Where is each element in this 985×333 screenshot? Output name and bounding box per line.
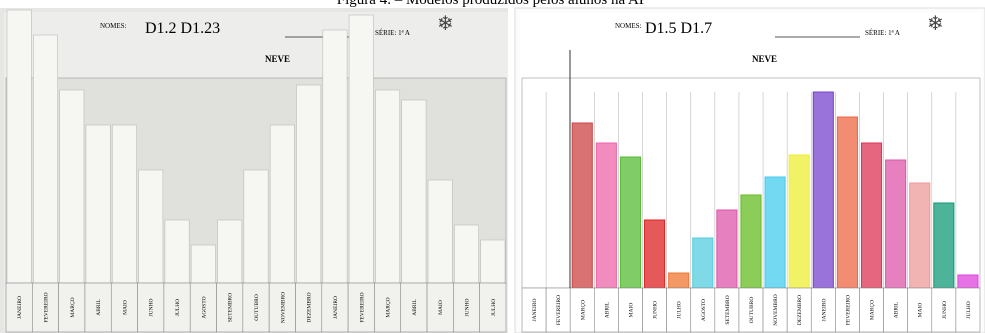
colored-bar	[910, 183, 930, 288]
colored-bar	[717, 210, 737, 288]
month-label: NOVEMBRO	[773, 294, 779, 326]
month-label: DEZEMBRO	[797, 295, 803, 325]
colored-bar	[886, 160, 906, 288]
month-label: JULHO	[491, 299, 497, 316]
colored-bar	[765, 177, 785, 288]
month-label: MARÇO	[70, 297, 76, 317]
title: NEVE	[265, 54, 290, 64]
month-label: AGOSTO	[701, 299, 707, 321]
series-label: SÉRIE: 1ª A	[375, 29, 410, 37]
paper-strip	[349, 15, 373, 283]
month-label: JANEIRO	[532, 299, 538, 322]
paper-strip	[165, 220, 189, 283]
month-label: ABRIL	[604, 301, 610, 318]
month-label: FEVEREIRO	[556, 295, 562, 325]
caption: Figura 4. – Modelos produzidos pelos alu…	[337, 0, 647, 8]
month-label: OUTUBRO	[254, 294, 260, 321]
month-label: MARÇO	[580, 300, 586, 320]
month-label: MARÇO	[870, 300, 876, 320]
month-label: JANEIRO	[17, 296, 23, 319]
month-label: ABRIL	[96, 299, 102, 316]
names-label: NOMES:	[615, 22, 642, 30]
month-label: JULHO	[677, 301, 683, 318]
month-label: JUNHO	[149, 298, 155, 316]
colored-bar	[669, 273, 689, 288]
paper-strip	[481, 240, 505, 283]
month-label: JANEIRO	[333, 296, 339, 319]
month-label: JUNHO	[653, 301, 659, 319]
colored-bar	[958, 275, 978, 288]
paper-strip	[218, 220, 242, 283]
month-label: FEVEREIRO	[43, 292, 49, 322]
month-label: SETEMBRO	[228, 293, 234, 322]
colored-bar	[789, 155, 809, 288]
month-label: OUTUBRO	[749, 297, 755, 324]
colored-bar	[645, 220, 665, 288]
month-label: AGOSTO	[201, 296, 207, 318]
month-label: FEVEREIRO	[359, 292, 365, 322]
month-label: JANEIRO	[821, 299, 827, 322]
colored-bar	[620, 157, 640, 288]
month-label: JULHO	[966, 301, 972, 318]
colored-bar	[572, 123, 592, 288]
month-label: ABRIL	[894, 301, 900, 318]
figure: Figura 4. – Modelos produzidos pelos alu…	[0, 0, 985, 333]
colored-bar	[741, 195, 761, 288]
names-label: NOMES:	[100, 22, 127, 30]
paper-strip	[402, 100, 426, 283]
paper-strip	[296, 85, 320, 283]
colored-bar	[813, 92, 833, 288]
month-label: MAIO	[918, 303, 924, 318]
snowflake: ❄	[437, 13, 454, 35]
month-label: DEZEMBRO	[307, 292, 313, 322]
month-label: MARÇO	[386, 297, 392, 317]
series-label: SÉRIE: 1ª A	[865, 29, 900, 37]
paper-strip	[244, 170, 268, 283]
paper-strip	[112, 125, 136, 283]
names: D1.2 D1.23	[145, 20, 220, 37]
paper-strip	[375, 90, 399, 283]
snowflake: ❄	[927, 13, 944, 35]
paper-strip	[139, 170, 163, 283]
colored-bar	[596, 143, 616, 288]
month-label: MAIO	[122, 300, 128, 315]
month-label: MAIO	[438, 300, 444, 315]
paper-strip	[191, 245, 215, 283]
title: NEVE	[752, 54, 777, 64]
paper-strip	[323, 30, 347, 283]
paper-strip	[7, 10, 31, 283]
paper-strip	[86, 125, 110, 283]
colored-bar	[861, 143, 881, 288]
paper-strip	[33, 35, 57, 283]
month-label: ABRIL	[412, 299, 418, 316]
month-label: SETEMBRO	[725, 295, 731, 324]
paper-strip	[270, 125, 294, 283]
month-label: JULHO	[175, 299, 181, 316]
names: D1.5 D1.7	[645, 20, 712, 37]
month-label: MAIO	[628, 303, 634, 318]
month-label: JUNHO	[465, 298, 471, 316]
colored-bar	[693, 238, 713, 288]
paper-strip	[454, 225, 478, 283]
month-label: NOVEMBRO	[280, 292, 286, 324]
colored-bar	[837, 117, 857, 288]
paper-strip	[428, 180, 452, 283]
colored-bar	[934, 203, 954, 288]
month-label: JUNHO	[942, 301, 948, 319]
month-label: FEVEREIRO	[845, 295, 851, 325]
paper-strip	[60, 90, 84, 283]
